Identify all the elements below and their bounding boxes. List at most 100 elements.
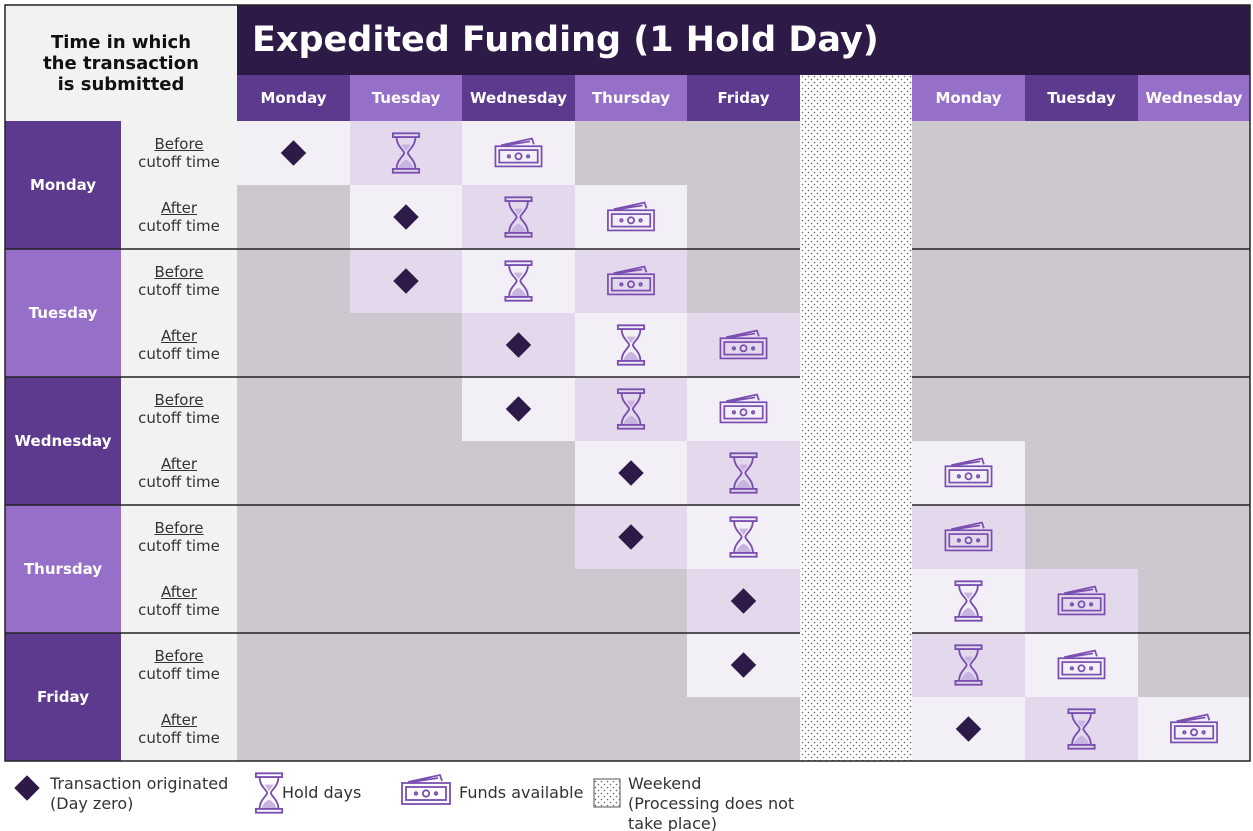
cell bbox=[237, 377, 350, 441]
legend-funds: Funds available bbox=[459, 783, 584, 802]
cell bbox=[1025, 249, 1138, 313]
slot-timing: After bbox=[160, 583, 198, 601]
cell bbox=[237, 505, 350, 569]
slot-cutoff: cutoff time bbox=[138, 153, 220, 171]
slot-cutoff: cutoff time bbox=[138, 409, 220, 427]
cell bbox=[912, 185, 1025, 249]
slot-timing: Before bbox=[154, 263, 204, 281]
cell bbox=[912, 121, 1025, 185]
slot-timing: After bbox=[160, 327, 198, 345]
cell bbox=[237, 697, 350, 761]
cell bbox=[237, 185, 350, 249]
cell bbox=[912, 377, 1025, 441]
cell bbox=[462, 633, 575, 697]
column-header-bg bbox=[575, 75, 687, 121]
row-day-bg bbox=[5, 121, 121, 249]
cell bbox=[687, 441, 800, 505]
cell bbox=[237, 313, 350, 377]
cell bbox=[912, 569, 1025, 633]
slot-bg bbox=[121, 505, 237, 569]
cell bbox=[462, 505, 575, 569]
slot-label: After cutoff time bbox=[121, 185, 237, 249]
column-header: Wednesday bbox=[1145, 89, 1243, 107]
cell bbox=[1138, 633, 1250, 697]
slot-cutoff: cutoff time bbox=[138, 665, 220, 683]
slot-bg bbox=[121, 377, 237, 441]
cell bbox=[1025, 505, 1138, 569]
column-header: Tuesday bbox=[371, 89, 441, 107]
cell bbox=[350, 121, 462, 185]
legend-hourglass bbox=[254, 772, 284, 814]
slot-bg bbox=[121, 633, 237, 697]
cell bbox=[575, 313, 687, 377]
row-day: Wednesday bbox=[14, 432, 112, 450]
cell bbox=[575, 569, 687, 633]
row-day: Tuesday bbox=[28, 304, 98, 322]
cell bbox=[1025, 697, 1138, 761]
row-day-bg bbox=[5, 505, 121, 633]
slot-timing: Before bbox=[154, 135, 204, 153]
slot-label: After cutoff time bbox=[121, 569, 237, 633]
cell bbox=[350, 441, 462, 505]
row-day: Thursday bbox=[23, 560, 103, 578]
cell bbox=[1138, 441, 1250, 505]
cell bbox=[237, 249, 350, 313]
slot-cutoff: cutoff time bbox=[138, 473, 220, 491]
slot-timing: Before bbox=[154, 391, 204, 409]
row-day-bg bbox=[5, 249, 121, 377]
slot-cutoff: cutoff time bbox=[138, 601, 220, 619]
slot-bg bbox=[121, 185, 237, 249]
column-header: Thursday bbox=[591, 89, 671, 107]
column-header-bg bbox=[912, 75, 1025, 121]
legend-money bbox=[401, 774, 451, 805]
slot-timing: Before bbox=[154, 647, 204, 665]
cell bbox=[350, 633, 462, 697]
slot-timing: Before bbox=[154, 519, 204, 537]
cell bbox=[912, 633, 1025, 697]
slot-bg bbox=[121, 249, 237, 313]
slot-label: After cutoff time bbox=[121, 697, 237, 761]
column-header-bg bbox=[462, 75, 575, 121]
cell bbox=[1138, 313, 1250, 377]
slot-timing: After bbox=[160, 711, 198, 729]
legend-hold: Hold days bbox=[282, 783, 362, 802]
cell bbox=[350, 377, 462, 441]
legend-diamond bbox=[14, 775, 40, 801]
slot-cutoff: cutoff time bbox=[138, 281, 220, 299]
slot-label: After cutoff time bbox=[121, 313, 237, 377]
cell bbox=[462, 185, 575, 249]
cell bbox=[350, 505, 462, 569]
column-header: Monday bbox=[935, 89, 1002, 107]
cell bbox=[575, 633, 687, 697]
cell bbox=[1025, 441, 1138, 505]
cell bbox=[1025, 121, 1138, 185]
weekend-band bbox=[800, 75, 912, 761]
slot-bg bbox=[121, 441, 237, 505]
slot-label: Before cutoff time bbox=[121, 633, 237, 697]
row-day-bg bbox=[5, 377, 121, 505]
cell bbox=[462, 569, 575, 633]
column-header: Friday bbox=[717, 89, 770, 107]
title: Expedited Funding (1 Hold Day) bbox=[252, 20, 879, 60]
column-header-bg bbox=[350, 75, 462, 121]
slot-cutoff: cutoff time bbox=[138, 729, 220, 747]
cell bbox=[237, 633, 350, 697]
cell bbox=[1138, 505, 1250, 569]
legend-weekend bbox=[593, 778, 621, 808]
cell bbox=[687, 505, 800, 569]
cell bbox=[462, 441, 575, 505]
cell bbox=[462, 249, 575, 313]
slot-label: After cutoff time bbox=[121, 441, 237, 505]
cell bbox=[575, 377, 687, 441]
slot-cutoff: cutoff time bbox=[138, 537, 220, 555]
corner-label: Time in which the transaction is submitt… bbox=[43, 31, 199, 95]
cell bbox=[1138, 569, 1250, 633]
cell bbox=[462, 697, 575, 761]
column-header-bg bbox=[1138, 75, 1250, 121]
slot-label: Before cutoff time bbox=[121, 377, 237, 441]
cell bbox=[575, 121, 687, 185]
cell bbox=[350, 697, 462, 761]
cell bbox=[237, 569, 350, 633]
